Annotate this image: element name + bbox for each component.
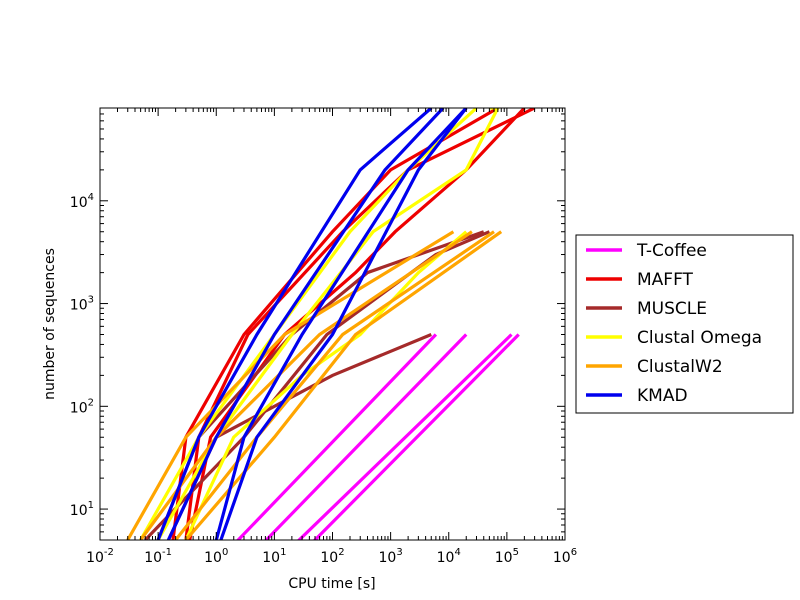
legend-entry: MAFFT (586, 270, 694, 290)
series-line (156, 108, 433, 540)
legend-entry: Clustal Omega (586, 328, 762, 348)
x-tick-label: 103 (379, 547, 403, 566)
y-tick-label: 103 (70, 295, 94, 314)
y-tick-label: 102 (70, 397, 94, 416)
series-layer (126, 108, 536, 540)
legend-entry: ClustalW2 (586, 357, 723, 377)
legend-entry: KMAD (586, 386, 688, 406)
x-tick-label: 101 (262, 547, 286, 566)
series-line (219, 108, 468, 540)
series-line (166, 108, 445, 540)
series-line (214, 108, 468, 540)
x-tick-label: 102 (320, 547, 344, 566)
legend-entry: MUSCLE (586, 299, 707, 319)
legend-label: ClustalW2 (637, 357, 723, 377)
x-tick-label: 10-2 (86, 547, 114, 566)
x-tick-label: 104 (437, 547, 461, 566)
series-line (184, 108, 536, 540)
legend-label: MUSCLE (637, 299, 707, 319)
x-tick-label: 106 (553, 547, 577, 566)
x-tick-label: 100 (204, 547, 228, 566)
series-line (126, 230, 455, 540)
ticks-layer: 10-2 10-1 100 101 102 103 104 105 106 101 102 103 10… (70, 108, 577, 566)
y-tick-label: 104 (70, 192, 94, 211)
legend-label: KMAD (637, 386, 688, 406)
legend-label: Clustal Omega (637, 328, 762, 348)
x-tick-label: 10-1 (144, 547, 172, 566)
series-line (144, 230, 491, 540)
y-axis-label: number of sequences (42, 248, 58, 400)
legend-box (575, 234, 794, 414)
legend-entry: T-Coffee (586, 241, 707, 261)
series-line (174, 230, 495, 540)
series-line (184, 230, 468, 540)
legend-label: T-Coffee (636, 241, 707, 261)
x-tick-label: 105 (495, 547, 519, 566)
legend: T-Coffee MAFFT MUSCLE Clustal Omega ClustalW… (575, 234, 794, 414)
series-kmad (156, 108, 468, 540)
y-tick-label: 101 (70, 500, 94, 519)
x-axis-label: CPU time [s] (288, 576, 375, 592)
legend-label: MAFFT (637, 270, 694, 290)
